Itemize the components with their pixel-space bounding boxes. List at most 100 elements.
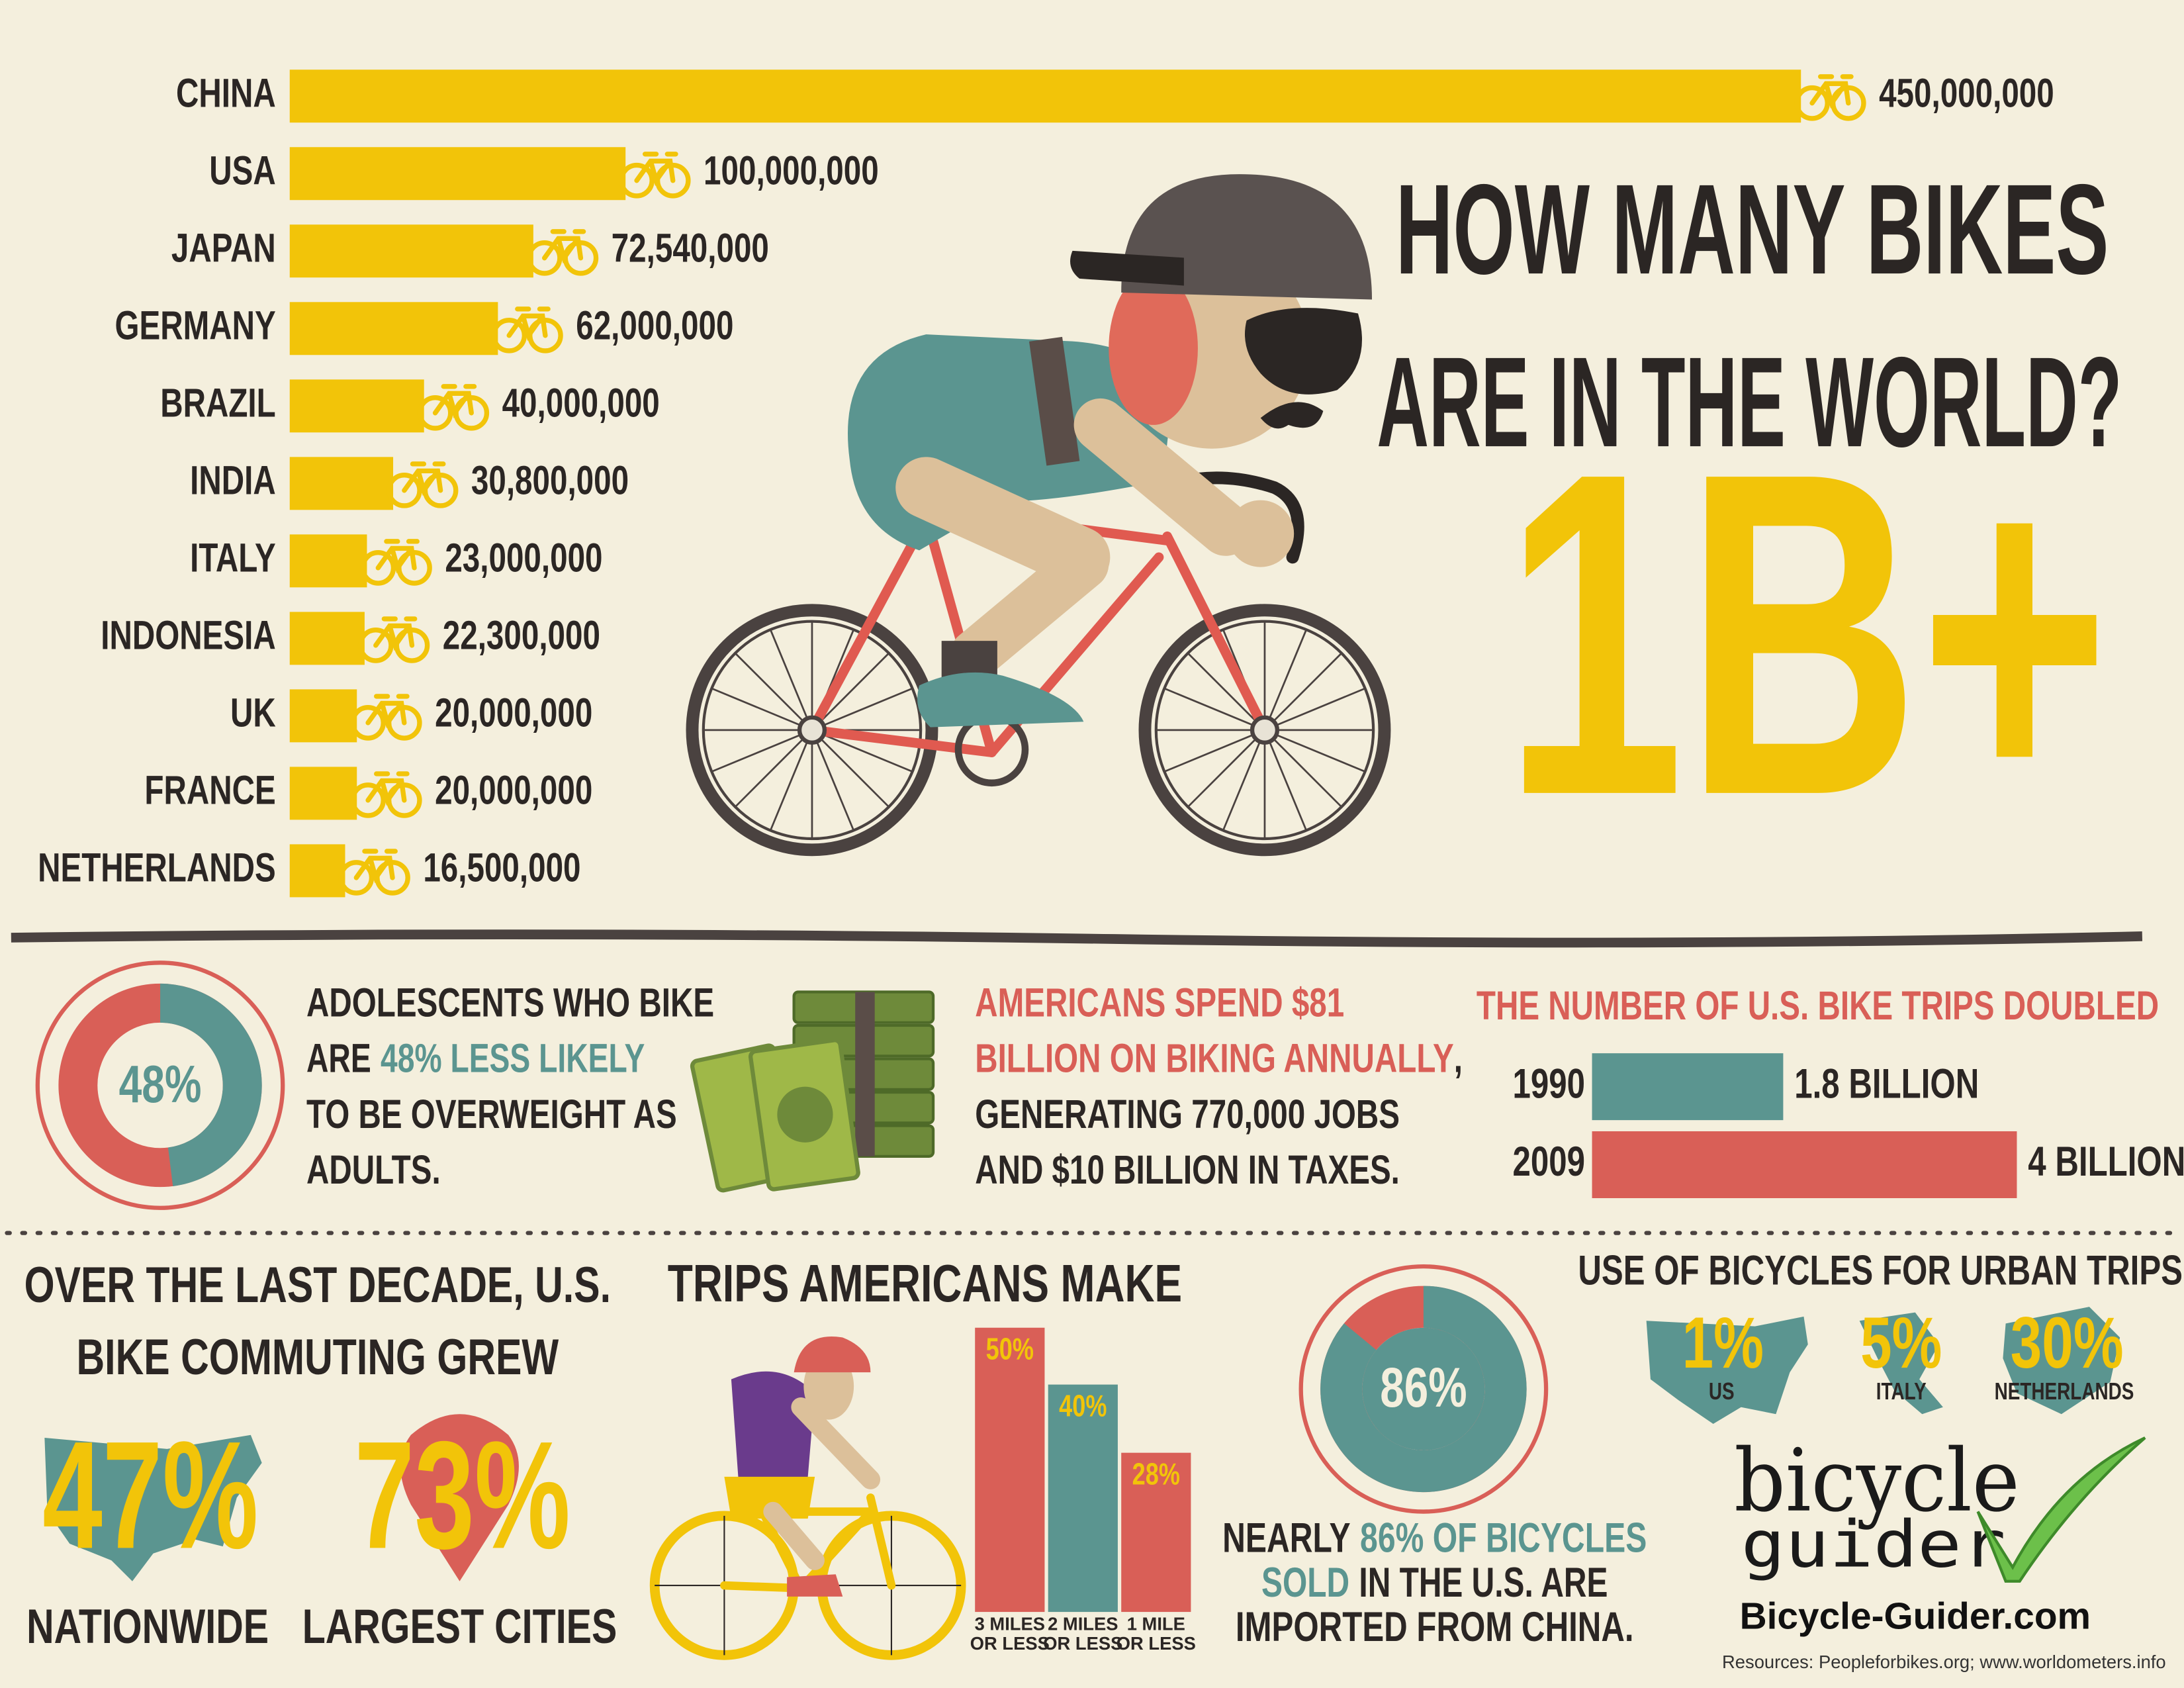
category-label: ITALY	[190, 535, 276, 580]
value-label: 50%	[986, 1332, 1034, 1366]
imports-text: NEARLY86% OF BICYCLES SOLDIN THE U.S. AR…	[1222, 1515, 1647, 1650]
site-name: Bicycle-Guider.com	[1740, 1596, 2091, 1638]
small-cyclist-illustration	[794, 1336, 871, 1373]
bike-frame	[432, 384, 477, 419]
bike-frame	[634, 152, 678, 187]
title-line: HOW MANY BIKES	[1396, 158, 2109, 301]
category-label: CHINA	[176, 70, 276, 115]
bike-wheel	[491, 317, 527, 353]
highlight: SOLD	[1261, 1560, 1349, 1606]
bar	[289, 767, 357, 820]
resources: Resources: Peopleforbikes.org; www.world…	[1722, 1652, 2166, 1672]
spoke	[1163, 729, 1265, 773]
spoke	[1222, 729, 1266, 831]
value-label: 450,000,000	[1879, 70, 2054, 115]
commuting-block: OVER THE LAST DECADE, U.S. BIKE COMMUTIN…	[24, 1257, 617, 1654]
donut-outline	[35, 961, 285, 1210]
category-label-box: 1 MILE OR LESS	[1116, 1615, 1196, 1653]
text-line: TO BE OVERWEIGHT AS	[306, 1092, 677, 1137]
money-illustration	[690, 1038, 860, 1193]
cyclist-illustration	[895, 457, 1111, 588]
cyclist-illustration	[1244, 308, 1362, 395]
category-label-box: 2 MILES OR LESS	[1043, 1615, 1123, 1654]
category-label: 3 MILES OR LESS	[970, 1615, 1050, 1654]
category-label: UK	[230, 690, 276, 735]
value-label: 20,000,000	[435, 690, 592, 735]
stat-value: 1%	[1682, 1303, 1764, 1383]
bike-frame	[1809, 74, 1854, 109]
text-line: ARE48% LESS LIKELY	[306, 1036, 645, 1081]
small-cyclist-illustration	[796, 1507, 875, 1593]
category-label: JAPAN	[171, 225, 276, 270]
highlight: 86% OF BICYCLES	[1360, 1515, 1647, 1561]
stat-value: 5%	[1860, 1303, 1942, 1383]
donut-center	[97, 1022, 223, 1149]
adolescents-text: ADOLESCENTS WHO BIKE ARE48% LESS LIKELY …	[306, 980, 714, 1193]
heading: OVER THE LAST DECADE, U.S.	[24, 1257, 611, 1313]
category-label: INDONESIA	[101, 612, 275, 657]
text-line: IMPORTED FROM CHINA.	[1236, 1604, 1634, 1650]
category-label: 1990	[1512, 1060, 1585, 1107]
bike-frame	[402, 461, 446, 496]
text-line: ADOLESCENTS WHO BIKE	[306, 980, 714, 1025]
bar	[289, 689, 357, 743]
cyclist-illustration	[1260, 402, 1324, 429]
value-label: 28%	[1132, 1457, 1180, 1491]
stat-label: LARGEST CITIES	[302, 1599, 617, 1654]
small-cyclist-illustration	[787, 1574, 843, 1597]
logo: bicycle	[1734, 1430, 2019, 1531]
cyclist-illustration	[950, 539, 1109, 680]
cyclist-illustration	[1162, 531, 1270, 735]
cyclist-illustration	[807, 513, 931, 735]
bike-wheel	[1794, 85, 1830, 121]
bar	[1048, 1384, 1118, 1613]
total-figure: 1B+	[1504, 377, 2109, 891]
value-label: 40,000,000	[502, 380, 660, 425]
bike-icon	[417, 384, 490, 431]
category-label: 2 MILES OR LESS	[1043, 1615, 1123, 1654]
text-line: AND $10 BILLION IN TAXES.	[975, 1147, 1400, 1192]
cyclist-illustration	[686, 604, 938, 857]
bar	[1592, 1131, 2017, 1199]
category-label: INDIA	[190, 457, 276, 502]
bike-icon	[338, 849, 410, 896]
value-label: 62,000,000	[576, 303, 733, 348]
us-map	[44, 1434, 262, 1581]
donut-center	[1362, 1327, 1485, 1450]
spoke	[711, 687, 813, 731]
category-label: FRANCE	[144, 768, 275, 813]
bike-frame	[506, 306, 551, 342]
spoke	[811, 652, 890, 731]
donut-segment	[159, 983, 262, 1186]
checkmark	[1976, 1436, 2146, 1583]
bar	[289, 147, 626, 201]
brand-block: bicycle guider Bicycle-Guider.com Resour…	[1722, 1430, 2166, 1672]
spoke	[769, 629, 813, 731]
value-label: 48%	[119, 1055, 202, 1113]
spoke	[1264, 729, 1343, 808]
value-label: 40%	[1059, 1389, 1107, 1423]
bike-icon	[350, 694, 422, 741]
bike-frame	[375, 539, 420, 574]
value-label: 86%	[1380, 1356, 1467, 1419]
text-line: SOLDIN THE U.S. ARE	[1261, 1560, 1608, 1606]
small-cyclist-illustration	[724, 1476, 815, 1519]
bike-frame	[365, 771, 410, 806]
bike-wheel	[350, 782, 386, 818]
stat-label: NETHERLANDS	[1995, 1378, 2134, 1405]
spoke	[1163, 687, 1265, 731]
stat-label: NATIONWIDE	[26, 1599, 269, 1654]
bike-wheel	[387, 473, 422, 508]
urban-block: USE OF BICYCLES FOR URBAN TRIPS 1% 5% 30…	[1578, 1247, 2183, 1424]
spoke	[811, 687, 913, 731]
bike-wheel	[338, 860, 375, 896]
heading: USE OF BICYCLES FOR URBAN TRIPS	[1578, 1247, 2183, 1293]
bike-icon	[357, 616, 430, 663]
spoke	[1263, 729, 1308, 831]
text-span: NEARLY	[1222, 1515, 1350, 1561]
highlight: BILLION ON BIKING ANNUALLY	[975, 1036, 1454, 1081]
us-map	[1646, 1316, 1808, 1424]
bar	[289, 457, 394, 510]
